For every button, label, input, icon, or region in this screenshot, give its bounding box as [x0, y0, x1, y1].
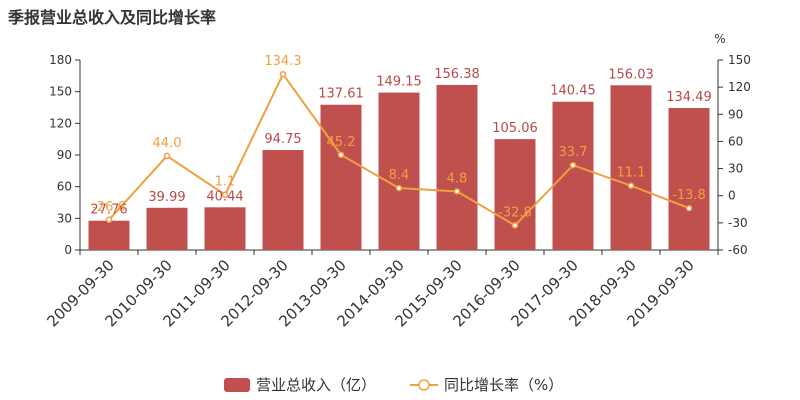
revenue-label: 140.45 [550, 84, 596, 99]
revenue-label: 156.03 [608, 67, 654, 82]
legend-bar-label: 营业总收入（亿） [256, 376, 376, 394]
right-tick-label: 0 [728, 189, 736, 203]
growth-label: -26.6 [92, 200, 126, 215]
revenue-label: 94.75 [264, 132, 301, 147]
growth-point [105, 216, 113, 224]
revenue-label: 156.38 [434, 67, 480, 82]
revenue-bar [204, 207, 246, 250]
left-tick-label: 120 [49, 116, 72, 130]
left-tick-label: 180 [49, 53, 72, 67]
revenue-label: 137.61 [318, 87, 364, 102]
revenue-bar [436, 84, 478, 250]
bars [88, 84, 710, 251]
right-axis-unit: % [714, 32, 725, 46]
legend-bar-swatch [224, 378, 250, 392]
growth-point [511, 222, 519, 229]
data-labels: 27.76 39.99 40.44 94.75 137.61 149.15 156.38 10… [90, 54, 711, 220]
legend-line-marker [418, 379, 430, 391]
growth-label: -32.8 [498, 205, 532, 220]
growth-point [279, 70, 287, 78]
revenue-bar [610, 85, 652, 250]
revenue-bar [146, 207, 188, 250]
right-tick-label: 150 [728, 53, 751, 67]
revenue-bar [262, 149, 304, 250]
growth-point [569, 161, 577, 169]
revenue-bar [494, 139, 536, 250]
revenue-bar [668, 108, 710, 250]
right-tick-label: 120 [728, 80, 751, 94]
legend: 营业总收入（亿） 同比增长率（%） [224, 376, 563, 394]
right-tick-label: -30 [728, 216, 748, 230]
growth-point [395, 184, 403, 192]
revenue-label: 149.15 [376, 75, 422, 90]
revenue-bar [320, 104, 362, 251]
growth-label: 8.4 [389, 168, 410, 183]
growth-label: 134.3 [264, 54, 301, 69]
revenue-bar [378, 92, 420, 250]
right-tick-label: -60 [728, 243, 748, 257]
growth-label: -13.8 [672, 188, 706, 203]
revenue-label: 27.76 [90, 203, 127, 218]
revenue-label: 39.99 [148, 190, 185, 205]
revenue-bar [552, 101, 594, 250]
left-tick-label: 90 [57, 148, 72, 162]
growth-line [105, 70, 693, 229]
right-tick-label: 90 [728, 107, 743, 121]
revenue-bar [88, 220, 130, 250]
right-tick-label: 30 [728, 162, 743, 176]
growth-label: 33.7 [559, 145, 588, 160]
left-tick-label: 30 [57, 211, 72, 225]
chart-title: 季报营业总收入及同比增长率 [8, 8, 217, 27]
growth-label: 4.8 [447, 171, 468, 186]
growth-point [453, 188, 461, 195]
growth-point [627, 182, 635, 189]
growth-point [337, 151, 345, 159]
growth-point [163, 152, 171, 160]
left-tick-label: 150 [49, 85, 72, 99]
left-tick-label: 60 [57, 180, 72, 194]
revenue-label: 134.49 [666, 90, 712, 105]
left-tick-label: 0 [64, 243, 72, 257]
growth-point [221, 191, 229, 198]
revenue-label: 40.44 [206, 189, 243, 204]
growth-label: 1.1 [215, 175, 236, 190]
right-tick-label: 60 [728, 134, 743, 148]
growth-label: 44.0 [153, 136, 182, 151]
revenue-label: 105.06 [492, 121, 538, 136]
growth-label: 11.1 [617, 166, 646, 181]
growth-label: 45.2 [327, 135, 356, 150]
growth-point [685, 204, 693, 212]
legend-line-label: 同比增长率（%） [444, 376, 563, 394]
